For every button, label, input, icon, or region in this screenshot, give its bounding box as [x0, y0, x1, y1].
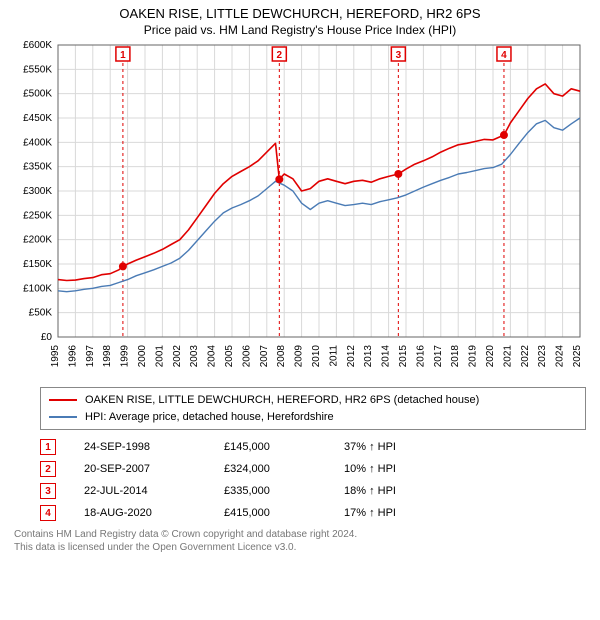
svg-text:4: 4	[501, 50, 507, 61]
svg-text:£50K: £50K	[29, 308, 53, 319]
svg-text:1996: 1996	[67, 345, 78, 368]
legend-item: OAKEN RISE, LITTLE DEWCHURCH, HEREFORD, …	[49, 392, 577, 409]
marker-badge: 2	[40, 461, 56, 477]
transaction-pct: 37% ↑ HPI	[344, 441, 464, 453]
svg-text:£600K: £600K	[23, 40, 52, 51]
transaction-price: £145,000	[224, 441, 344, 453]
legend-label: HPI: Average price, detached house, Here…	[85, 409, 334, 426]
footer-line: Contains HM Land Registry data © Crown c…	[14, 528, 586, 541]
svg-text:2006: 2006	[241, 345, 252, 368]
svg-text:1995: 1995	[50, 345, 61, 368]
svg-text:2023: 2023	[537, 345, 548, 368]
legend-swatch	[49, 399, 77, 401]
svg-text:£100K: £100K	[23, 283, 52, 294]
svg-text:£450K: £450K	[23, 113, 52, 124]
chart-title: OAKEN RISE, LITTLE DEWCHURCH, HEREFORD, …	[0, 6, 600, 21]
svg-text:2011: 2011	[328, 345, 339, 367]
svg-text:£350K: £350K	[23, 162, 52, 173]
svg-text:2000: 2000	[137, 345, 148, 368]
legend-label: OAKEN RISE, LITTLE DEWCHURCH, HEREFORD, …	[85, 392, 479, 409]
svg-text:2018: 2018	[450, 345, 461, 368]
svg-text:2017: 2017	[433, 345, 444, 368]
svg-text:£500K: £500K	[23, 89, 52, 100]
svg-text:2: 2	[277, 50, 283, 61]
marker-badge: 4	[40, 505, 56, 521]
svg-text:2025: 2025	[572, 345, 583, 368]
transaction-pct: 17% ↑ HPI	[344, 507, 464, 519]
footer-line: This data is licensed under the Open Gov…	[14, 541, 586, 554]
transaction-date: 22-JUL-2014	[84, 485, 224, 497]
svg-text:2007: 2007	[259, 345, 270, 368]
svg-text:2005: 2005	[224, 345, 235, 368]
transaction-date: 24-SEP-1998	[84, 441, 224, 453]
transaction-date: 18-AUG-2020	[84, 507, 224, 519]
table-row: 4 18-AUG-2020 £415,000 17% ↑ HPI	[40, 502, 586, 524]
svg-text:£0: £0	[41, 332, 53, 343]
svg-text:1997: 1997	[85, 345, 96, 368]
chart-plot-area: £0 £50K £100K £150K £200K £250K £300K £350K £400…	[10, 39, 590, 379]
title-block: OAKEN RISE, LITTLE DEWCHURCH, HEREFORD, …	[0, 0, 600, 39]
svg-text:2012: 2012	[346, 345, 357, 368]
legend: OAKEN RISE, LITTLE DEWCHURCH, HEREFORD, …	[40, 387, 586, 430]
svg-text:2008: 2008	[276, 345, 287, 368]
transactions-table: 1 24-SEP-1998 £145,000 37% ↑ HPI 2 20-SE…	[40, 436, 586, 524]
svg-text:2001: 2001	[154, 345, 165, 368]
marker-badge: 1	[40, 439, 56, 455]
svg-text:2024: 2024	[555, 345, 566, 368]
svg-text:2022: 2022	[520, 345, 531, 368]
table-row: 2 20-SEP-2007 £324,000 10% ↑ HPI	[40, 458, 586, 480]
svg-text:1999: 1999	[120, 345, 131, 368]
transaction-price: £415,000	[224, 507, 344, 519]
svg-text:2020: 2020	[485, 345, 496, 368]
svg-text:2003: 2003	[189, 345, 200, 368]
table-row: 3 22-JUL-2014 £335,000 18% ↑ HPI	[40, 480, 586, 502]
svg-text:2002: 2002	[172, 345, 183, 368]
svg-text:3: 3	[396, 50, 402, 61]
svg-text:1998: 1998	[102, 345, 113, 368]
svg-text:2019: 2019	[468, 345, 479, 368]
marker-badge: 3	[40, 483, 56, 499]
transaction-pct: 10% ↑ HPI	[344, 463, 464, 475]
svg-text:2004: 2004	[207, 345, 218, 368]
svg-text:£250K: £250K	[23, 210, 52, 221]
transaction-price: £324,000	[224, 463, 344, 475]
transaction-pct: 18% ↑ HPI	[344, 485, 464, 497]
footer: Contains HM Land Registry data © Crown c…	[14, 528, 586, 554]
svg-text:£550K: £550K	[23, 64, 52, 75]
svg-text:2010: 2010	[311, 345, 322, 368]
svg-text:£300K: £300K	[23, 186, 52, 197]
legend-swatch	[49, 416, 77, 418]
svg-text:2014: 2014	[381, 345, 392, 368]
svg-text:£150K: £150K	[23, 259, 52, 270]
chart-container: OAKEN RISE, LITTLE DEWCHURCH, HEREFORD, …	[0, 0, 600, 554]
svg-text:£400K: £400K	[23, 137, 52, 148]
legend-item: HPI: Average price, detached house, Here…	[49, 409, 577, 426]
transaction-date: 20-SEP-2007	[84, 463, 224, 475]
svg-text:2013: 2013	[363, 345, 374, 368]
svg-text:2021: 2021	[502, 345, 513, 368]
chart-subtitle: Price paid vs. HM Land Registry's House …	[0, 23, 600, 37]
svg-text:2016: 2016	[415, 345, 426, 368]
svg-text:2009: 2009	[294, 345, 305, 368]
chart-svg: £0 £50K £100K £150K £200K £250K £300K £350K £400…	[10, 39, 590, 379]
svg-text:£200K: £200K	[23, 235, 52, 246]
transaction-price: £335,000	[224, 485, 344, 497]
table-row: 1 24-SEP-1998 £145,000 37% ↑ HPI	[40, 436, 586, 458]
svg-text:1: 1	[120, 50, 126, 61]
svg-text:2015: 2015	[398, 345, 409, 368]
